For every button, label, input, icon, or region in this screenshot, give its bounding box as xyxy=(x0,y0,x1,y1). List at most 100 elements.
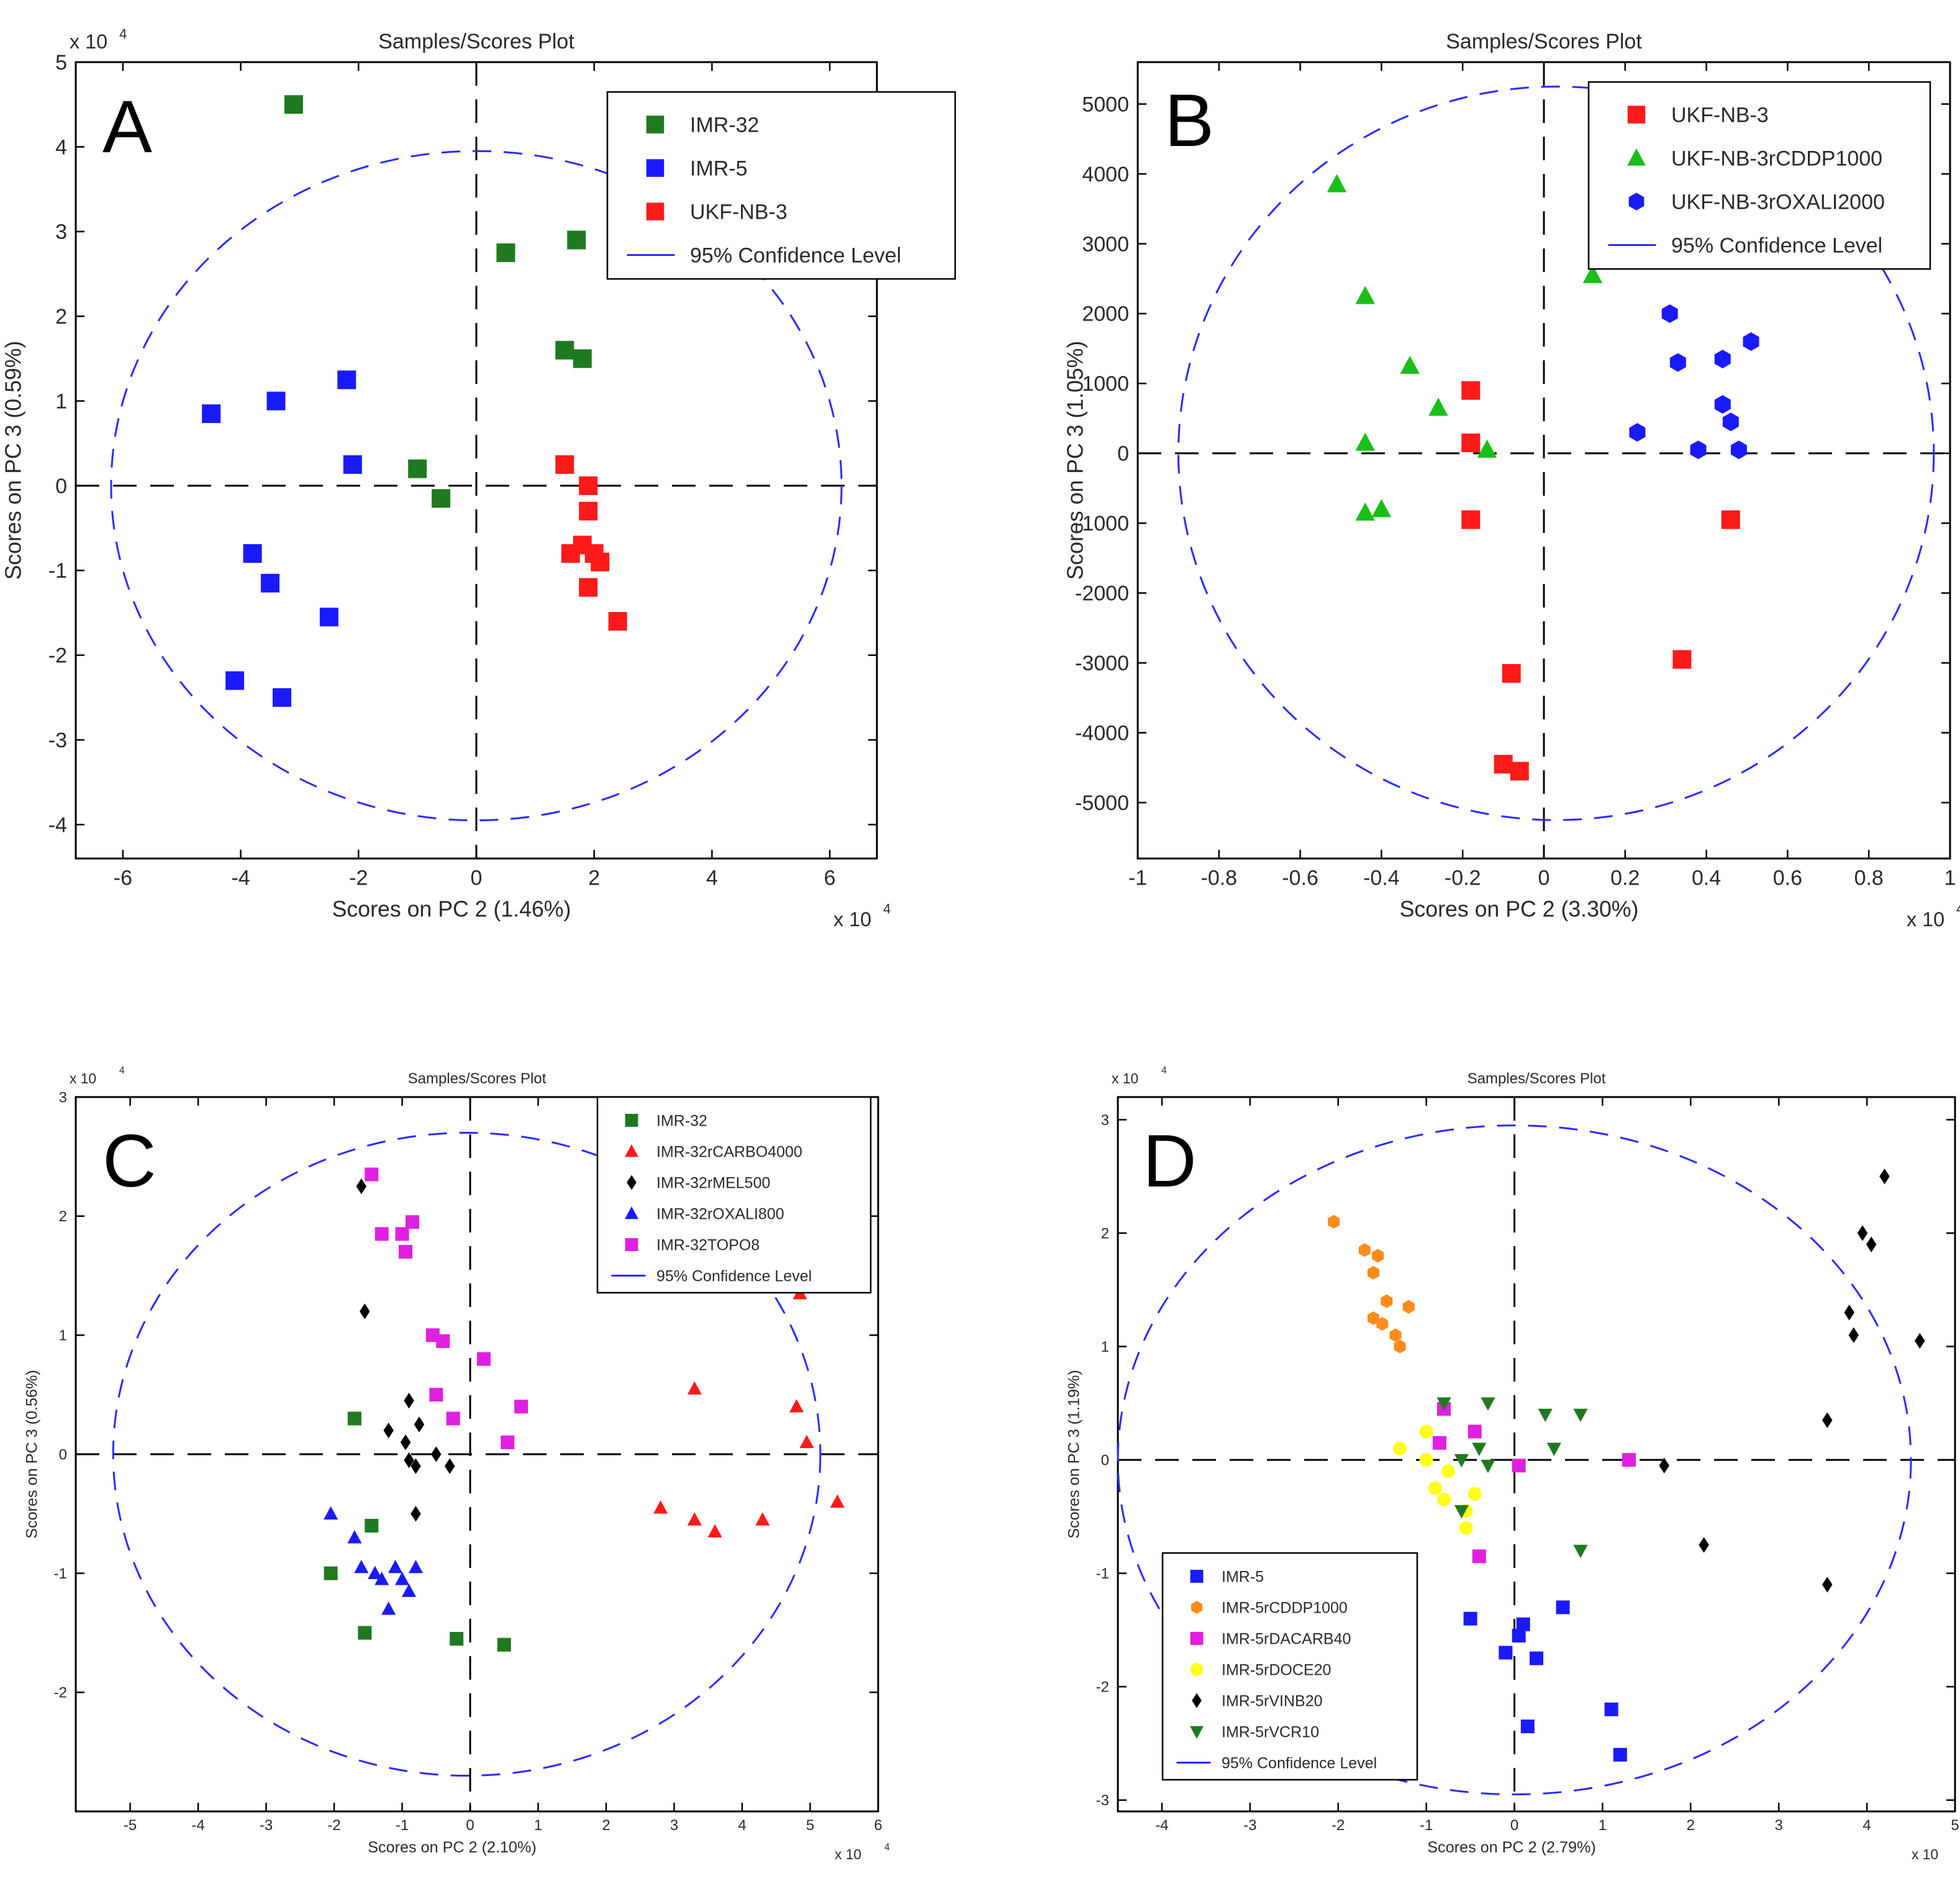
y-axis-label: Scores on PC 3 (1.05%) xyxy=(1063,341,1088,580)
data-point xyxy=(261,573,280,593)
y-axis-exponent: 4 xyxy=(1161,1065,1167,1076)
data-point xyxy=(608,612,627,631)
data-point xyxy=(1622,1453,1636,1467)
data-point xyxy=(446,1411,460,1426)
y-tick-label: -3 xyxy=(48,729,67,752)
data-point xyxy=(1879,1168,1890,1185)
x-tick-label: 3 xyxy=(670,1817,678,1834)
legend-marker xyxy=(1190,1726,1204,1739)
legend: IMR-32 IMR-5 UKF-NB-3 95% Confidence Level xyxy=(606,91,956,280)
data-point xyxy=(1857,1225,1868,1241)
series-imr-5rdacarb40 xyxy=(1432,1401,1636,1564)
legend: UKF-NB-3 UKF-NB-3rCDDP1000 UKF-NB-3rOXALI2… xyxy=(1587,81,1931,270)
y-tick-label: 2 xyxy=(59,1208,67,1225)
data-point xyxy=(356,1178,367,1195)
y-axis-label: Scores on PC 3 (1.19%) xyxy=(1066,1370,1083,1539)
x-tick-label: 0 xyxy=(471,867,483,890)
data-point xyxy=(1394,1339,1406,1354)
data-point xyxy=(567,230,586,250)
data-point xyxy=(1454,1454,1469,1468)
data-point xyxy=(408,459,427,478)
x-tick-label: 6 xyxy=(824,867,836,890)
legend-label: IMR-5rVINB20 xyxy=(1222,1692,1323,1710)
x-axis-multiplier: x 10 xyxy=(1907,908,1944,931)
legend-label: IMR-32rCARBO4000 xyxy=(656,1143,802,1160)
y-tick-label: -1000 xyxy=(1075,512,1129,535)
data-point xyxy=(789,1399,804,1413)
x-tick-label: 0 xyxy=(1538,867,1550,890)
x-tick-label: -1 xyxy=(1420,1817,1433,1834)
series-imr-5 xyxy=(1463,1600,1627,1762)
y-tick-label: 3000 xyxy=(1082,232,1129,256)
data-point xyxy=(404,1393,414,1409)
data-point xyxy=(360,1303,370,1319)
x-tick-label: 0.4 xyxy=(1692,867,1721,890)
legend-label: 95% Confidence Level xyxy=(1671,234,1882,257)
data-point xyxy=(354,1559,369,1574)
data-point xyxy=(1699,1537,1709,1553)
data-point xyxy=(1530,1651,1543,1665)
panel-a: Samples/Scores Plot -6 -4 -2 0 2 4 6 -4 -3 -2 -1 0 1 2… xyxy=(1,26,956,931)
data-point xyxy=(1714,349,1731,368)
series-imr-32 xyxy=(284,95,592,508)
data-point xyxy=(1367,1311,1380,1325)
data-point xyxy=(1461,381,1481,400)
x-tick-label: -4 xyxy=(191,1817,204,1834)
x-tick-label: 4 xyxy=(738,1817,746,1834)
y-tick-label: 0 xyxy=(1101,1452,1109,1469)
x-axis-exponent: 4 xyxy=(1956,901,1960,916)
data-point xyxy=(1481,1397,1495,1411)
legend-marker xyxy=(1190,1663,1204,1676)
data-point xyxy=(579,476,598,495)
x-tick-label: -3 xyxy=(260,1817,273,1834)
data-point xyxy=(1573,1544,1588,1559)
data-point xyxy=(1468,1424,1482,1439)
legend-label: IMR-32rOXALI800 xyxy=(656,1205,784,1223)
data-point xyxy=(414,1416,425,1432)
x-tick-label: 1 xyxy=(1944,867,1956,890)
data-point xyxy=(347,1530,362,1544)
data-point xyxy=(1721,510,1740,529)
data-point xyxy=(324,1506,338,1520)
data-point xyxy=(1393,1441,1407,1455)
data-point xyxy=(429,1388,443,1402)
data-point xyxy=(202,404,221,423)
y-tick-label: -4 xyxy=(48,813,67,837)
data-point xyxy=(591,552,610,572)
series-imr-5rdoce20 xyxy=(1393,1424,1482,1535)
data-point xyxy=(365,1519,379,1533)
x-axis-label: Scores on PC 2 (1.46%) xyxy=(332,897,571,922)
data-point xyxy=(1372,1249,1384,1263)
y-tick-label: -2000 xyxy=(1075,582,1129,606)
data-point xyxy=(1481,1459,1495,1473)
legend-label: IMR-32rMEL500 xyxy=(656,1174,770,1191)
panel-letter: D xyxy=(1143,1119,1197,1203)
legend-box xyxy=(1587,81,1931,270)
data-point xyxy=(1437,1493,1451,1507)
data-point xyxy=(687,1512,702,1526)
x-tick-label: 2 xyxy=(1687,1817,1695,1834)
data-point xyxy=(1381,1294,1393,1308)
data-point xyxy=(514,1400,529,1414)
data-point xyxy=(1510,762,1529,781)
legend-marker xyxy=(1627,106,1646,124)
data-point xyxy=(1538,1408,1553,1423)
legend-label: IMR-32TOPO8 xyxy=(656,1236,760,1254)
data-point xyxy=(1461,433,1481,452)
data-point xyxy=(1669,353,1686,372)
data-point xyxy=(243,544,262,563)
data-point xyxy=(755,1512,770,1526)
data-point xyxy=(1419,1424,1433,1439)
legend: IMR-32 IMR-32rCARBO4000 IMR-32rMEL500 IMR-3… xyxy=(596,1096,872,1294)
legend-marker xyxy=(625,1114,638,1127)
data-point xyxy=(1661,304,1678,323)
x-axis-multiplier: x 10 xyxy=(833,908,871,931)
legend-marker xyxy=(646,159,665,177)
data-point xyxy=(1546,1442,1561,1456)
data-point xyxy=(1472,1442,1487,1456)
data-point xyxy=(358,1626,372,1640)
data-point xyxy=(497,1637,511,1652)
data-point xyxy=(411,1506,421,1522)
data-point xyxy=(1844,1305,1854,1321)
data-point xyxy=(401,1583,417,1597)
